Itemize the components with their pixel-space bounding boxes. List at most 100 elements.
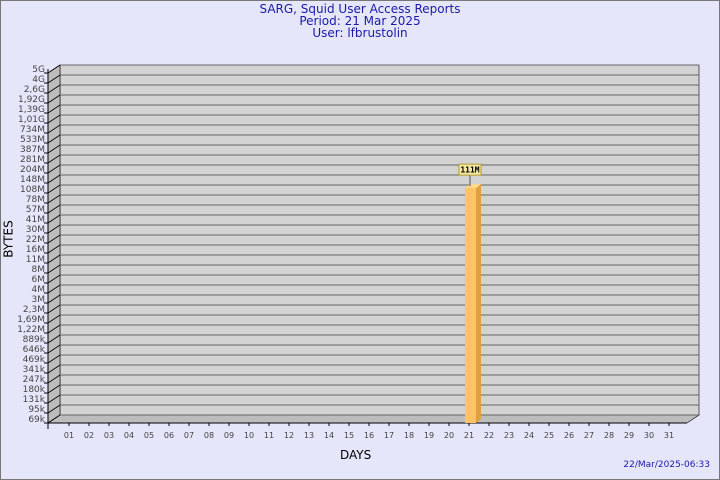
y-tick-label: 180k: [23, 385, 46, 395]
y-tick-label: 1,69M: [17, 315, 45, 325]
y-tick-diagonal: [47, 254, 61, 264]
y-tick-diagonal: [47, 204, 61, 214]
x-tick-label: 01: [64, 431, 74, 440]
x-tick-label: 27: [584, 431, 594, 440]
y-tick-diagonal: [47, 214, 61, 224]
x-tick-label: 23: [504, 431, 514, 440]
y-tick-diagonal: [47, 374, 61, 384]
y-tick-diagonal: [47, 134, 61, 144]
y-tick-diagonal: [47, 94, 61, 104]
y-tick-label: 16M: [26, 245, 45, 255]
y-tick-diagonal: [47, 244, 61, 254]
y-tick-label: 108M: [20, 185, 45, 195]
plot-back-wall: [59, 64, 700, 416]
x-tick-label: 11: [264, 431, 274, 440]
y-tick-label: 646k: [23, 345, 46, 355]
y-tick-diagonal: [47, 84, 61, 94]
x-tick-label: 30: [644, 431, 654, 440]
x-tick-label: 17: [384, 431, 394, 440]
y-tick-label: 533M: [20, 135, 45, 145]
y-tick-label: 4G: [32, 75, 45, 85]
y-tick-diagonal: [47, 224, 61, 234]
y-tick-label: 69k: [28, 415, 45, 425]
x-tick-label: 14: [324, 431, 334, 440]
y-tick-label: 734M: [20, 125, 45, 135]
chart-period: Period: 21 Mar 2025: [299, 14, 421, 28]
x-tick-label: 05: [144, 431, 154, 440]
y-tick-label: 2,3M: [23, 305, 45, 315]
y-tick-label: 41M: [26, 215, 45, 225]
y-tick-label: 95k: [28, 405, 45, 415]
x-tick-label: 22: [484, 431, 494, 440]
y-tick-diagonal: [47, 314, 61, 324]
y-tick-label: 1,39G: [18, 105, 45, 115]
y-axis-label: BYTES: [1, 220, 16, 258]
y-tick-label: 3M: [32, 295, 46, 305]
y-tick-label: 341k: [23, 365, 46, 375]
x-tick-label: 21: [464, 431, 474, 440]
y-tick-label: 281M: [20, 155, 45, 165]
y-tick-diagonal: [47, 144, 61, 154]
y-tick-diagonal: [47, 174, 61, 184]
y-tick-diagonal: [47, 264, 61, 274]
y-tick-diagonal: [47, 404, 61, 414]
y-tick-label: 30M: [26, 225, 45, 235]
x-tick-label: 07: [184, 431, 194, 440]
y-tick-diagonal: [47, 394, 61, 404]
y-tick-label: 148M: [20, 175, 45, 185]
y-tick-diagonal: [47, 274, 61, 284]
x-tick-label: 31: [664, 431, 674, 440]
y-tick-label: 78M: [26, 195, 45, 205]
y-tick-label: 4M: [32, 285, 46, 295]
y-tick-diagonal: [47, 304, 61, 314]
x-tick-label: 04: [124, 431, 134, 440]
x-tick-label: 20: [444, 431, 454, 440]
x-axis-label: DAYS: [340, 448, 372, 462]
x-tick-label: 28: [604, 431, 614, 440]
x-tick-label: 29: [624, 431, 634, 440]
x-tick-label: 25: [544, 431, 554, 440]
y-tick-diagonal: [47, 234, 61, 244]
y-tick-diagonal: [47, 364, 61, 374]
chart-user: User: lfbrustolin: [312, 26, 408, 40]
y-tick-diagonal: [47, 294, 61, 304]
chart-title: SARG, Squid User Access Reports: [259, 2, 461, 16]
y-tick-label: 57M: [26, 205, 45, 215]
y-tick-diagonal: [47, 194, 61, 204]
y-tick-label: 11M: [26, 255, 45, 265]
y-tick-label: 889k: [23, 335, 46, 345]
y-tick-diagonal: [47, 414, 61, 424]
x-tick-label: 19: [424, 431, 434, 440]
bar: [465, 188, 476, 423]
x-tick-label: 02: [84, 431, 94, 440]
y-tick-label: 1,92G: [18, 95, 45, 105]
x-tick-label: 08: [204, 431, 214, 440]
y-tick-label: 1,01G: [18, 115, 45, 125]
x-tick-label: 13: [304, 431, 314, 440]
y-tick-diagonal: [47, 354, 61, 364]
y-tick-label: 204M: [20, 165, 45, 175]
y-tick-diagonal: [47, 74, 61, 84]
generated-timestamp: 22/Mar/2025-06:33: [623, 460, 710, 470]
y-tick-label: 387M: [20, 145, 45, 155]
x-tick-label: 18: [404, 431, 414, 440]
y-tick-label: 1,22M: [17, 325, 45, 335]
y-tick-diagonal: [47, 384, 61, 394]
y-tick-diagonal: [47, 64, 61, 74]
bar-label-box: [458, 163, 482, 176]
y-tick-diagonal: [47, 284, 61, 294]
bar-top: [465, 184, 481, 189]
y-tick-label: 22M: [26, 235, 45, 245]
x-tick-label: 03: [104, 431, 114, 440]
x-tick-label: 15: [344, 431, 354, 440]
x-tick-label: 12: [284, 431, 294, 440]
y-tick-diagonal: [47, 154, 61, 164]
y-tick-diagonal: [47, 184, 61, 194]
bar-side: [476, 184, 481, 423]
y-tick-label: 2,6G: [24, 85, 45, 95]
y-tick-label: 6M: [32, 275, 46, 285]
x-tick-label: 06: [164, 431, 174, 440]
x-tick-label: 26: [564, 431, 574, 440]
y-tick-diagonal: [47, 334, 61, 344]
y-tick-diagonal: [47, 104, 61, 114]
